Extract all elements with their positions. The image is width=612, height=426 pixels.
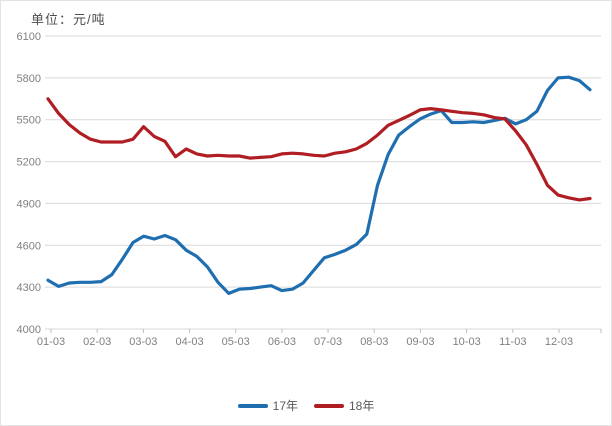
y-axis-tick-label: 4300 <box>17 282 41 294</box>
legend-item[interactable]: 18年 <box>314 397 374 414</box>
y-axis-tick-label: 4900 <box>17 198 41 210</box>
y-axis-tick-label: 6100 <box>17 31 41 43</box>
x-axis-tick-label: 10-03 <box>453 336 481 348</box>
legend-swatch-icon <box>237 403 268 408</box>
y-axis-tick-label: 4000 <box>17 324 41 336</box>
series-line-17年 <box>46 75 592 295</box>
legend-swatch-icon <box>314 403 344 408</box>
x-axis-tick-label: 05-03 <box>222 336 250 348</box>
x-axis-tick-label: 09-03 <box>406 336 434 348</box>
x-axis-tick-label: 11-03 <box>499 336 526 348</box>
x-axis-tick-label: 04-03 <box>175 336 203 348</box>
x-axis-tick-label: 01-03 <box>37 336 65 348</box>
series-line-18年 <box>46 97 592 202</box>
x-axis-tick-label: 07-03 <box>314 336 342 348</box>
legend-label: 17年 <box>272 399 298 413</box>
legend-item[interactable]: 17年 <box>237 397 298 414</box>
x-axis-tick-label: 08-03 <box>360 336 388 348</box>
unit-label: 单位：元/吨 <box>31 12 106 27</box>
y-axis-tick-label: 4600 <box>17 240 41 252</box>
y-axis-tick-label: 5800 <box>17 73 41 85</box>
x-axis-tick-label: 06-03 <box>268 336 296 348</box>
legend-label: 18年 <box>349 399 375 413</box>
y-axis-tick-label: 5500 <box>17 115 41 127</box>
x-axis-tick-label: 12-03 <box>545 336 573 348</box>
chart-legend: 17年 18年 <box>1 397 611 414</box>
x-axis-tick-label: 03-03 <box>129 336 157 348</box>
x-axis-tick-label: 02-03 <box>83 336 111 348</box>
y-axis-tick-label: 5200 <box>17 157 41 169</box>
